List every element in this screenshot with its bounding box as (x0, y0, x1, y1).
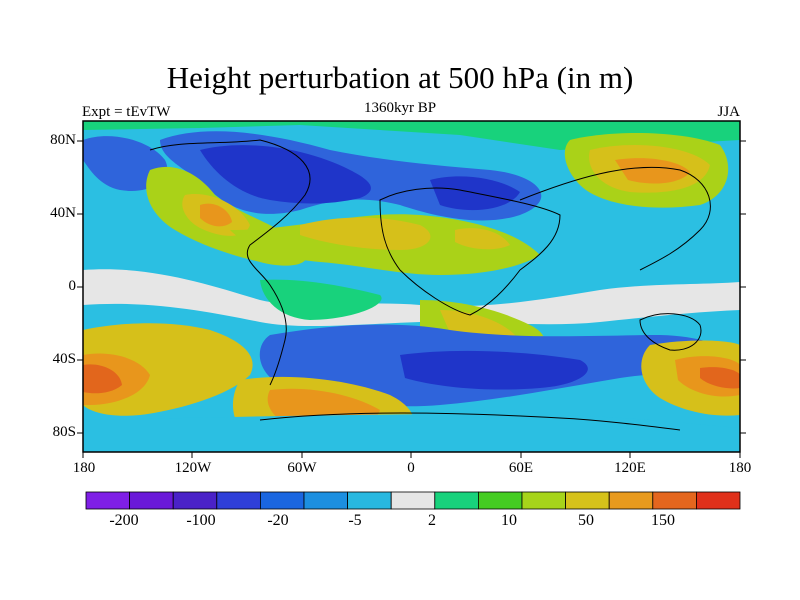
canada-deep-low (200, 145, 371, 204)
height-field (83, 121, 740, 452)
colorbar-swatch (347, 491, 392, 510)
colorbar-swatch (521, 491, 566, 510)
lat-label-80s: 80S (52, 424, 76, 440)
americas-coastline (149, 139, 311, 386)
lat-label-40s: 40S (52, 351, 76, 367)
lon-label-0: 0 (407, 460, 415, 476)
colorbar-swatch (259, 491, 305, 510)
africa-eurasia-coastline (379, 187, 561, 316)
lat-label-40n: 40N (50, 205, 76, 221)
south-pacific-high-core (83, 364, 122, 394)
lon-label-60w: 60W (287, 460, 317, 476)
season-label: JJA (717, 104, 740, 120)
colorbar-swatch (608, 491, 654, 510)
lon-label-180-west: 180 (72, 460, 96, 476)
tropical-atlantic-positive (260, 279, 382, 320)
antarctica-coastline (259, 412, 681, 431)
lon-label-120e: 120E (614, 460, 646, 476)
colorbar-label: -20 (267, 512, 289, 529)
lon-label-120w: 120W (174, 460, 212, 476)
colorbar-swatch (129, 491, 174, 510)
colorbar-swatch (303, 491, 348, 510)
australia-high-core (700, 367, 740, 389)
colorbar-label: 10 (501, 512, 517, 529)
colorbar-swatch (390, 491, 436, 510)
antarctic-rim (83, 414, 740, 452)
australia-coastline (639, 313, 702, 351)
colorbar-swatch (652, 491, 697, 510)
colorbar-swatch (85, 491, 130, 510)
east-asia-high-core (615, 158, 690, 184)
colorbar-label: 50 (578, 512, 594, 529)
experiment-label: Expt = tEvTW (82, 104, 171, 120)
coastlines (149, 139, 711, 431)
colorbar-label: -5 (348, 512, 362, 529)
colorbar-label: -100 (186, 512, 216, 529)
southern-ocean-deep-low (400, 350, 588, 390)
colorbar-label: -200 (109, 512, 139, 529)
colorbar-swatch (696, 491, 741, 510)
colorbar-label: 150 (651, 512, 675, 529)
colorbar-swatch (172, 491, 218, 510)
tick-marks (77, 140, 746, 458)
map-subtitle: 1360kyr BP (363, 100, 437, 116)
lon-label-60e: 60E (508, 460, 534, 476)
colorbar-label: 2 (428, 512, 436, 529)
north-america-high-core (200, 203, 232, 227)
asia-coastline (519, 166, 711, 271)
north-pacific-low (83, 136, 168, 191)
map-title: Height perturbation at 500 hPa (in m) (166, 60, 634, 95)
colorbar-swatch (216, 491, 261, 510)
colorbar-swatch (477, 491, 523, 510)
middle-east-high-core (455, 228, 510, 250)
lon-label-180-east: 180 (728, 460, 752, 476)
atlantic-high-core (300, 217, 431, 250)
colorbar (85, 491, 741, 510)
lat-label-80n: 80N (50, 132, 76, 148)
colorbar-swatch (565, 491, 610, 510)
lat-label-0: 0 (68, 278, 77, 294)
tropical-neutral-band (83, 269, 740, 327)
colorbar-swatch (434, 491, 479, 510)
